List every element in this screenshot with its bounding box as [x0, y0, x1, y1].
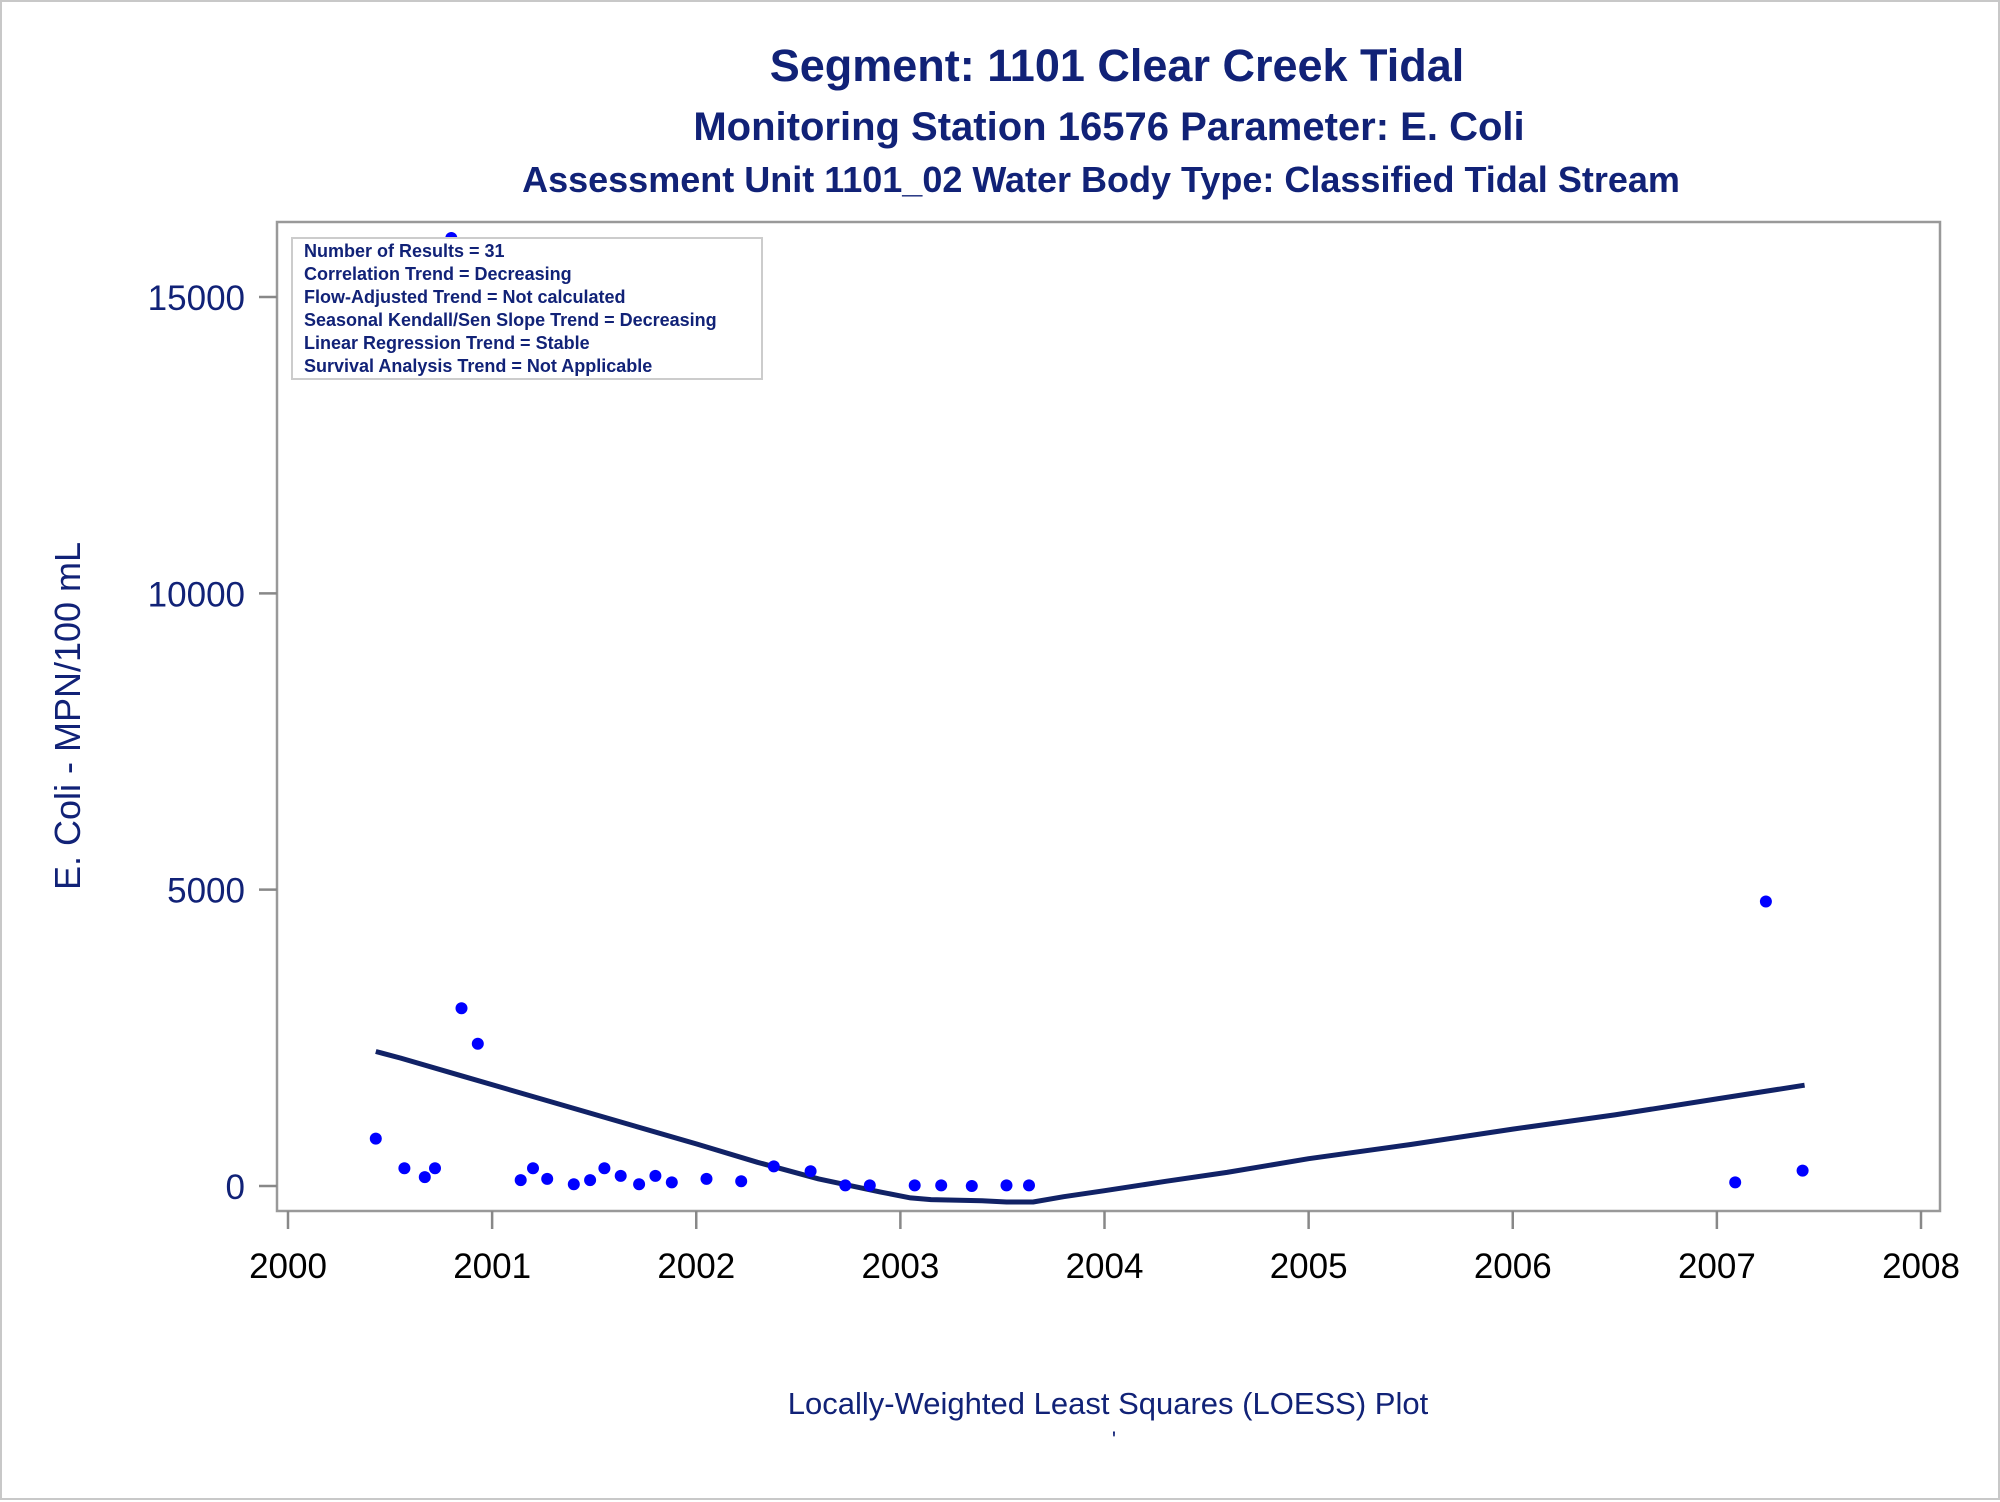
y-tick-label: 10000 — [148, 575, 245, 614]
data-point — [1759, 895, 1772, 908]
scatter-points — [369, 232, 1809, 1192]
plot-area-border — [275, 220, 1942, 1213]
inset-line: Correlation Trend = Decreasing — [304, 264, 572, 284]
loess-curve — [375, 1049, 1805, 1205]
data-point — [527, 1162, 539, 1175]
data-point — [584, 1174, 597, 1187]
inset-line: Linear Regression Trend = Stable — [304, 333, 590, 353]
x-axis: 2000 2001 2002 2003 2004 2005 2006 2007 2008 — [249, 1211, 1960, 1286]
x-tick-label: 2005 — [1270, 1247, 1348, 1286]
data-point — [418, 1171, 431, 1184]
data-point — [598, 1162, 611, 1175]
data-point — [965, 1180, 978, 1192]
data-point — [649, 1169, 662, 1182]
data-point — [804, 1165, 817, 1178]
x-axis-label: Locally-Weighted Least Squares (LOESS) P… — [788, 1386, 1429, 1421]
data-point — [1796, 1164, 1809, 1177]
data-point — [614, 1169, 627, 1182]
y-axis: 0 5000 10000 15000 — [148, 279, 277, 1207]
data-point — [665, 1176, 678, 1189]
data-point — [633, 1178, 646, 1191]
chart-subtitle-2: Assessment Unit 1101_02 Water Body Type:… — [522, 159, 1680, 200]
chart-subtitle: Monitoring Station 16576 Parameter: E. C… — [693, 105, 1524, 149]
trend-inset: Number of Results = 31 Correlation Trend… — [291, 237, 763, 380]
y-tick-label: 0 — [226, 1168, 245, 1207]
data-point — [908, 1179, 921, 1192]
inset-box — [291, 237, 763, 380]
x-tick-label: 2004 — [1066, 1247, 1144, 1286]
inset-line: Seasonal Kendall/Sen Slope Trend = Decre… — [304, 310, 717, 330]
data-point — [398, 1162, 411, 1175]
data-point — [1000, 1179, 1013, 1192]
x-tick-label: 2002 — [657, 1247, 735, 1286]
chart-title: Segment: 1101 Clear Creek Tidal — [770, 40, 1465, 91]
y-tick-label: 15000 — [148, 279, 245, 318]
x-tick-label: 2007 — [1678, 1247, 1756, 1286]
data-point — [1023, 1179, 1035, 1192]
x-tick-label: 2006 — [1474, 1247, 1552, 1286]
data-point — [455, 1002, 468, 1015]
data-point — [471, 1037, 484, 1050]
data-point — [541, 1172, 554, 1185]
x-tick-label: 2008 — [1882, 1247, 1960, 1286]
data-point — [369, 1132, 382, 1145]
x-tick-label: 2003 — [861, 1247, 939, 1286]
data-point — [567, 1178, 580, 1191]
data-point — [429, 1162, 441, 1175]
x-tick-label: 2001 — [453, 1247, 531, 1286]
inset-line: Number of Results = 31 — [304, 241, 505, 261]
data-point — [514, 1174, 527, 1187]
data-point — [839, 1179, 852, 1192]
data-point — [700, 1172, 713, 1185]
data-point — [767, 1160, 780, 1173]
footnote: ' — [1112, 1427, 1116, 1452]
data-point — [735, 1175, 748, 1188]
data-point — [1729, 1176, 1742, 1189]
y-tick-label: 5000 — [167, 872, 245, 911]
inset-line: Survival Analysis Trend = Not Applicable — [304, 356, 652, 376]
inset-line: Flow-Adjusted Trend = Not calculated — [304, 287, 626, 307]
loess-line — [375, 1049, 1805, 1205]
y-axis-label: E. Coli - MPN/100 mL — [47, 542, 88, 890]
data-point — [935, 1179, 948, 1192]
x-tick-label: 2000 — [249, 1247, 327, 1286]
data-point — [863, 1179, 876, 1192]
